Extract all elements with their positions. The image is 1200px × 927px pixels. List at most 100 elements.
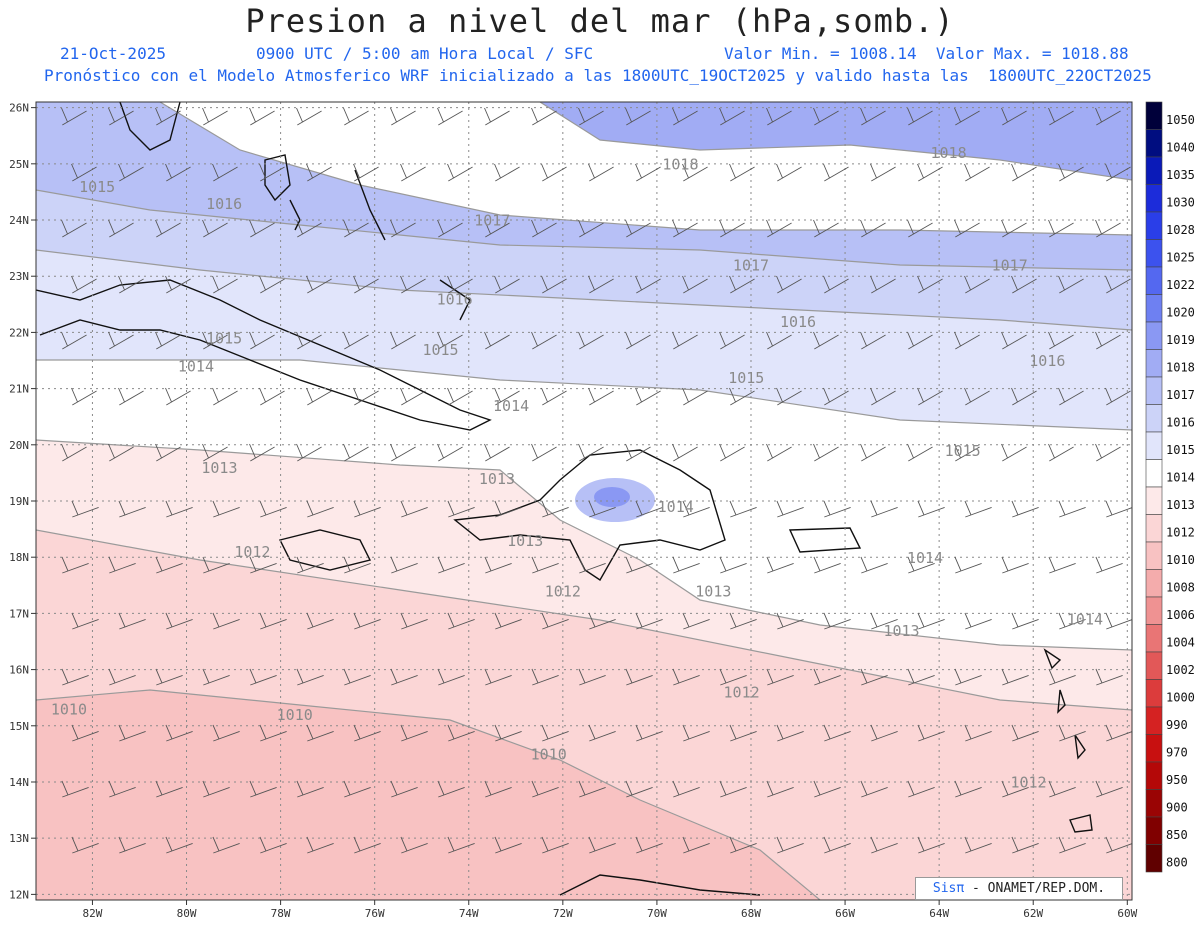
wind-barb <box>61 556 89 574</box>
wind-barb <box>964 724 992 742</box>
wind-barb <box>484 668 512 686</box>
lon-tick-label: 82W <box>83 907 103 920</box>
wind-barb <box>1048 443 1074 462</box>
isobar-label: 1013 <box>479 470 515 488</box>
wind-barb <box>541 836 569 854</box>
wind-barb <box>108 219 134 238</box>
map-plot-area: 1015 1016 1017 1018 1018 1017 1017 1016 1016 1016… <box>36 102 1132 900</box>
lat-tick-label: 22N <box>9 326 29 339</box>
wind-barb <box>447 724 475 742</box>
wind-barb <box>296 443 322 462</box>
wind-barb <box>776 500 804 518</box>
wind-barb <box>729 163 755 182</box>
wind-barb <box>719 331 745 350</box>
wind-barb <box>729 836 757 854</box>
wind-barb <box>719 780 747 798</box>
colorbar-swatch <box>1145 129 1163 158</box>
bahamas-4 <box>439 279 471 321</box>
wind-barb <box>823 275 849 294</box>
wind-barb <box>155 556 183 574</box>
wind-barb <box>860 219 886 238</box>
wind-barb <box>343 219 369 238</box>
wind-barb <box>1048 331 1074 350</box>
wind-barb <box>682 724 710 742</box>
wind-barb <box>823 500 851 518</box>
wind-barb <box>343 331 369 350</box>
low-pressure-core <box>594 487 630 507</box>
wind-barb <box>343 107 369 126</box>
wind-barb <box>165 387 191 406</box>
wind-barb <box>541 612 569 630</box>
wind-barb <box>870 500 898 518</box>
wind-barb <box>625 107 651 126</box>
wind-barb <box>1011 163 1037 182</box>
wind-barb <box>813 780 841 798</box>
colorbar-swatch <box>1145 514 1163 543</box>
wind-barb <box>71 275 97 294</box>
wind-barb <box>296 556 324 574</box>
wind-barb <box>813 331 839 350</box>
wind-barb <box>1048 556 1076 574</box>
wind-barb <box>296 331 322 350</box>
colorbar-swatch <box>1145 624 1163 653</box>
wind-barb <box>954 668 982 686</box>
wind-barb <box>588 387 614 406</box>
wind-barb <box>484 219 510 238</box>
colorbar-swatch <box>1145 679 1163 708</box>
wind-barb <box>249 219 275 238</box>
wind-barb <box>296 780 324 798</box>
wind-barb <box>1011 500 1039 518</box>
isobar-label: 1012 <box>1010 774 1046 792</box>
wind-barb <box>202 668 230 686</box>
wind-barb <box>400 612 428 630</box>
isobar-label: 1013 <box>507 532 543 550</box>
model-info: Pronóstico con el Modelo Atmosferico WRF… <box>44 66 1152 85</box>
wind-barb <box>437 668 465 686</box>
wind-barb <box>249 331 275 350</box>
wind-barb <box>823 612 851 630</box>
wind-barb <box>108 331 134 350</box>
wind-barb <box>531 331 557 350</box>
wind-barb <box>776 612 804 630</box>
wind-barb <box>71 612 99 630</box>
credit-box: Sisπ - ONAMET/REP.DOM. <box>915 877 1123 900</box>
wind-barb <box>578 668 606 686</box>
wind-barb <box>776 275 802 294</box>
isobar-label: 1010 <box>277 706 313 724</box>
wind-barb <box>212 500 240 518</box>
wind-barb <box>1048 780 1076 798</box>
wind-barb <box>118 724 146 742</box>
colorbar-swatch <box>1145 761 1163 790</box>
wind-barb <box>625 668 653 686</box>
colorbar-label: 1016 <box>1166 416 1195 430</box>
lat-tick-label: 20N <box>9 439 29 452</box>
wind-barb <box>766 668 794 686</box>
wind-barb <box>400 500 428 518</box>
lesser-antilles-2 <box>1057 689 1066 714</box>
wind-barb <box>118 500 146 518</box>
wind-barb <box>672 107 698 126</box>
colorbar-swatch <box>1145 294 1163 323</box>
wind-barb <box>484 443 510 462</box>
wind-barb <box>61 780 89 798</box>
wind-barb <box>776 836 804 854</box>
isobar-label: 1016 <box>780 313 816 331</box>
wind-barb <box>578 107 604 126</box>
wind-barb <box>202 331 228 350</box>
colorbar-label: 1022 <box>1166 278 1195 292</box>
wind-barb <box>766 107 792 126</box>
colorbar-label: 1020 <box>1166 306 1195 320</box>
wind-barb <box>635 275 661 294</box>
wind-barb <box>917 724 945 742</box>
isobar-label: 1012 <box>724 684 760 702</box>
forecast-date: 21-Oct-2025 <box>60 44 166 63</box>
colorbar-swatch <box>1145 569 1163 598</box>
wind-barb <box>353 275 379 294</box>
colorbar-label: 1002 <box>1166 663 1195 677</box>
wind-barb <box>1001 780 1029 798</box>
wind-barb <box>108 668 136 686</box>
colorbar-label: 1035 <box>1166 168 1195 182</box>
wind-barb <box>400 836 428 854</box>
wind-barb <box>212 612 240 630</box>
isobar-label: 1013 <box>695 583 731 601</box>
